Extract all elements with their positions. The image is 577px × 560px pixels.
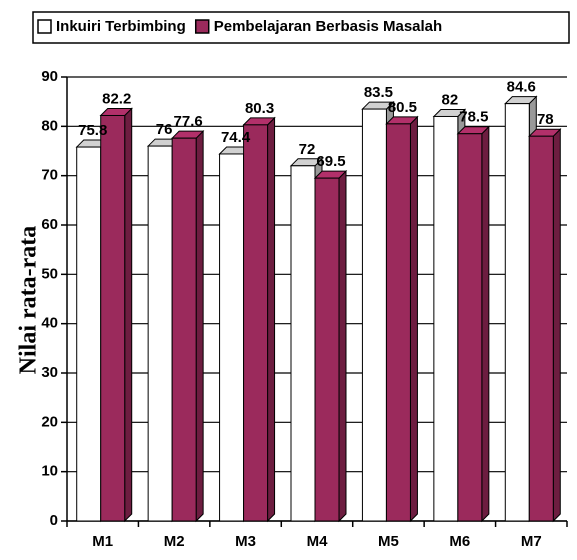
bar-side <box>552 127 561 523</box>
x-tick-label: M3 <box>235 533 256 550</box>
legend-box <box>32 11 570 44</box>
bar-front <box>100 114 126 522</box>
bar-side <box>338 169 347 523</box>
legend-swatch <box>37 19 52 34</box>
x-tick-label: M6 <box>449 533 470 550</box>
data-label: 69.5 <box>316 153 345 170</box>
bar-side <box>124 107 133 523</box>
y-axis-label: Nilai rata-rata <box>16 226 42 375</box>
x-tick-label: M7 <box>521 533 542 550</box>
y-tick-label: 10 <box>41 463 58 480</box>
bar-front <box>290 165 316 522</box>
bar <box>313 169 348 523</box>
data-label: 76 <box>156 121 173 138</box>
bar <box>528 127 562 523</box>
bar-front <box>76 146 102 522</box>
x-tick-label: M5 <box>378 533 399 550</box>
bar <box>170 129 205 523</box>
data-label: 83.5 <box>364 84 393 101</box>
data-label: 82.2 <box>102 90 131 107</box>
bar-front <box>243 124 269 522</box>
x-tick-label: M1 <box>92 533 113 550</box>
data-label: 80.3 <box>245 100 274 117</box>
x-tick-label: M4 <box>307 533 328 550</box>
bar <box>99 107 133 523</box>
data-label: 75.8 <box>78 122 107 139</box>
y-tick-label: 0 <box>50 512 58 529</box>
y-tick-label: 50 <box>41 265 58 282</box>
data-label: 82 <box>442 91 459 108</box>
data-label: 80.5 <box>388 99 417 116</box>
bar-front <box>361 108 387 522</box>
bar-front <box>314 177 340 522</box>
data-label: 84.6 <box>507 79 536 96</box>
bar-side <box>481 125 490 523</box>
x-tick-label: M2 <box>164 533 185 550</box>
bar-front <box>385 123 411 522</box>
y-tick-label: 60 <box>41 216 58 233</box>
legend-label: Inkuiri Terbimbing <box>56 18 186 35</box>
bar <box>456 125 491 523</box>
data-label: 74.4 <box>221 129 251 146</box>
y-tick-label: 70 <box>41 167 58 184</box>
y-tick-label: 80 <box>41 117 58 134</box>
legend-label: Pembelajaran Berbasis Masalah <box>214 18 442 35</box>
y-tick-label: 40 <box>41 315 58 332</box>
data-label: 77.6 <box>174 113 203 130</box>
bar-front <box>147 145 173 522</box>
bar-side <box>267 116 276 523</box>
bar <box>385 115 419 523</box>
bar-front <box>433 115 459 522</box>
data-label: 78.5 <box>459 109 488 126</box>
bar-front <box>171 137 197 522</box>
bar <box>242 116 276 523</box>
y-tick-label: 30 <box>41 364 58 381</box>
data-label: 72 <box>299 141 316 158</box>
y-tick-label: 90 <box>41 68 58 85</box>
legend-swatch <box>194 19 210 34</box>
bar-front <box>504 103 530 522</box>
bar-side <box>195 129 204 523</box>
bar-front <box>528 135 554 522</box>
bar-side <box>409 115 418 523</box>
data-label: 78 <box>537 111 554 128</box>
bar-front <box>457 133 483 522</box>
bar-front <box>219 153 245 522</box>
y-tick-label: 20 <box>41 413 58 430</box>
